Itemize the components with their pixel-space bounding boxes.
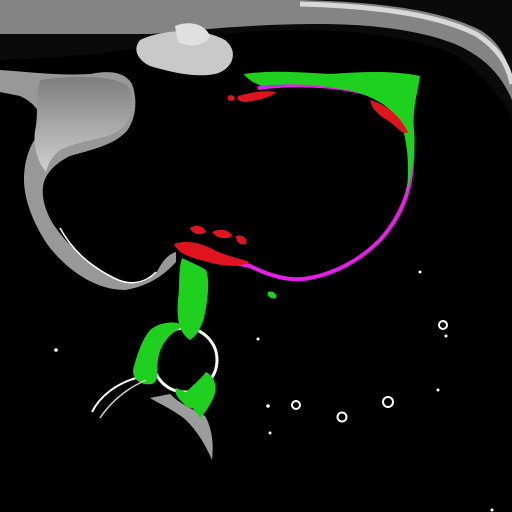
- rib-cross-section-1: [291, 400, 301, 410]
- rib-cross-section-3: [382, 396, 394, 408]
- red-overlay-right-wall: [370, 100, 408, 134]
- green-overlay-posterior: [175, 388, 202, 409]
- vessel-dot-5: [256, 337, 260, 341]
- vessel-dot-2: [268, 431, 272, 435]
- rib-arc-left: [91, 377, 137, 413]
- red-overlay-dots: [227, 95, 235, 101]
- sternum-bone: [136, 30, 233, 76]
- liver-edge-arc: [59, 227, 157, 284]
- vessel-dot-1: [266, 404, 270, 408]
- red-overlay-inferior: [174, 242, 250, 266]
- vessel-dot-3: [436, 388, 440, 392]
- vessel-dot-4: [444, 334, 448, 338]
- vessel-dot-8: [490, 508, 494, 512]
- lung-border-lower-left: [99, 379, 147, 419]
- rib-cross-section-4: [438, 320, 448, 330]
- red-overlay-upper: [237, 91, 276, 102]
- vessel-dot-7: [418, 270, 422, 274]
- red-overlay-fragments: [190, 225, 247, 245]
- costal-cartilage: [175, 23, 210, 46]
- green-overlay-paraspinal: [133, 322, 185, 385]
- posterior-spine-tissue: [150, 394, 213, 460]
- rib-cross-section-2: [336, 411, 348, 423]
- vessel-dot-6: [54, 348, 58, 352]
- chest-wall-band: [0, 0, 512, 100]
- green-overlay-mediastinum: [177, 258, 209, 340]
- green-overlay-pericardial-fat: [244, 71, 420, 196]
- skin-edge: [299, 1, 512, 85]
- left-bone-lobe: [34, 76, 133, 172]
